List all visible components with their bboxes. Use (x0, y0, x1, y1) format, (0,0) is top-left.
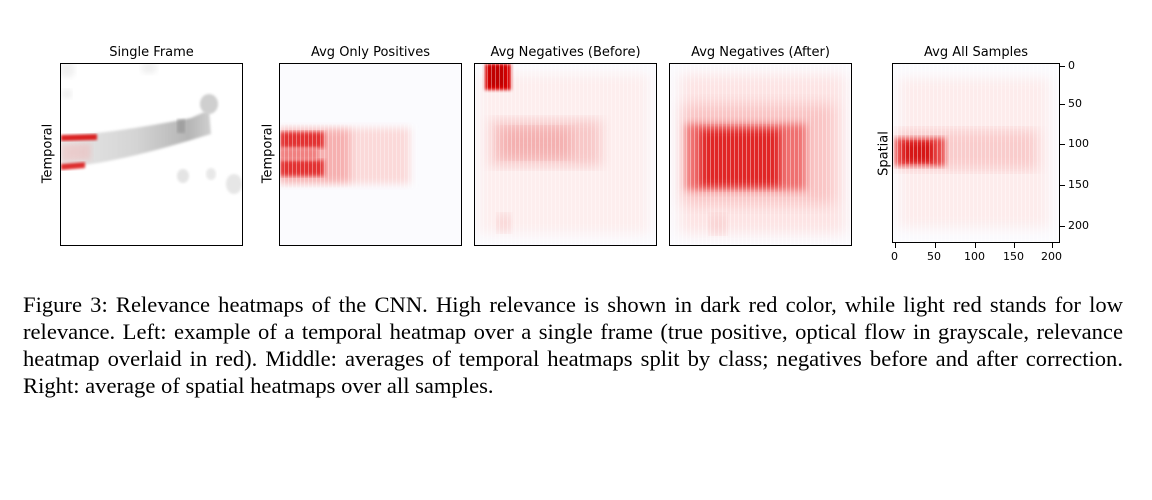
y-tick-label-100: 100 (1068, 137, 1089, 150)
y-axis-label-spatial: Spatial (876, 131, 892, 176)
y-axis-label-temporal-1: Temporal (40, 123, 56, 184)
heatmap-single-frame (60, 63, 243, 246)
y-tick-label-0: 0 (1068, 59, 1075, 72)
panel-title-avg-all-samples: Avg All Samples (924, 45, 1028, 60)
y-tick-label-150: 150 (1068, 178, 1089, 191)
y-tick-mark-200 (1060, 226, 1065, 227)
x-tick-mark-50 (935, 243, 936, 248)
panel-title-avg-positives: Avg Only Positives (310, 45, 430, 60)
x-tick-label-100: 100 (964, 250, 985, 263)
x-tick-label-150: 150 (1003, 250, 1024, 263)
y-tick-mark-100 (1060, 144, 1065, 145)
y-tick-mark-50 (1060, 104, 1065, 105)
heatmap-avg-all-samples (892, 63, 1060, 243)
panel-title-single-frame: Single Frame (109, 45, 194, 60)
y-tick-mark-150 (1060, 185, 1065, 186)
x-tick-mark-0 (895, 243, 896, 248)
x-tick-mark-200 (1052, 243, 1053, 248)
x-tick-label-0: 0 (891, 250, 898, 263)
x-tick-label-50: 50 (927, 250, 941, 263)
heatmap-avg-positives (279, 63, 462, 246)
figure-caption: Figure 3: Relevance heatmaps of the CNN.… (23, 292, 1123, 398)
y-tick-label-200: 200 (1068, 219, 1089, 232)
heatmap-avg-negatives-after (669, 63, 852, 246)
x-tick-mark-100 (975, 243, 976, 248)
x-tick-label-200: 200 (1041, 250, 1062, 263)
x-tick-mark-150 (1014, 243, 1015, 248)
panel-title-avg-negatives-before: Avg Negatives (Before) (490, 45, 641, 60)
y-axis-label-temporal-2: Temporal (260, 123, 276, 184)
y-tick-label-50: 50 (1068, 97, 1082, 110)
y-tick-mark-0 (1060, 66, 1065, 67)
panel-title-avg-negatives-after: Avg Negatives (After) (691, 45, 830, 60)
heatmap-avg-negatives-before (474, 63, 657, 246)
